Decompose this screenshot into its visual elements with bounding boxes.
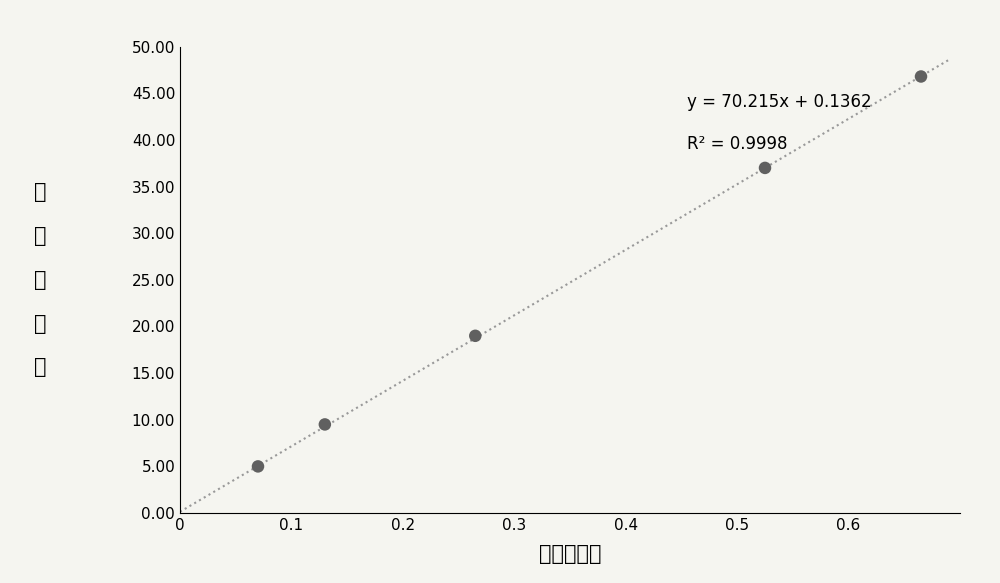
Text: 平: 平 — [34, 182, 46, 202]
Point — [317, 420, 333, 429]
Point — [757, 163, 773, 173]
Text: R² = 0.9998: R² = 0.9998 — [687, 135, 788, 153]
Text: y = 70.215x + 0.1362: y = 70.215x + 0.1362 — [687, 93, 872, 111]
Text: 面: 面 — [34, 314, 46, 333]
X-axis label: 绝对进样量: 绝对进样量 — [539, 544, 601, 564]
Point — [913, 72, 929, 81]
Text: 峰: 峰 — [34, 270, 46, 290]
Point — [467, 331, 483, 340]
Text: 积: 积 — [34, 357, 46, 377]
Text: 均: 均 — [34, 226, 46, 246]
Point — [250, 462, 266, 471]
